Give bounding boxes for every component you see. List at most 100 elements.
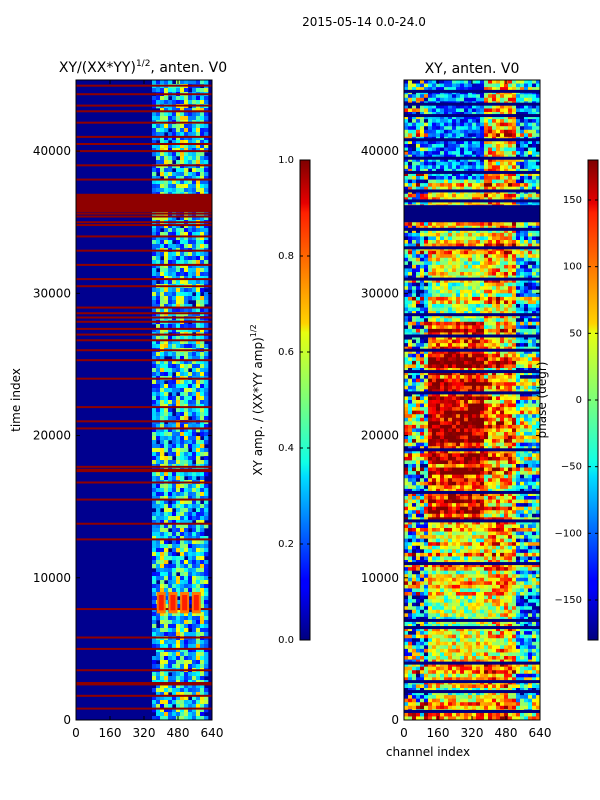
left-heatmap-cell [188, 656, 193, 661]
left-heatmap-cell [200, 344, 205, 349]
right-heatmap-cell [436, 300, 441, 305]
right-heatmap-cell [416, 357, 421, 362]
right-heatmap-cell [484, 225, 489, 230]
left-heatmap-cell [200, 408, 205, 413]
right-heatmap-cell [404, 172, 409, 177]
right-heatmap-cell [504, 172, 509, 177]
left-heatmap-cell [204, 704, 209, 709]
right-heatmap-cell [404, 314, 409, 319]
right-heatmap-cell [520, 286, 525, 291]
left-heatmap-cell [160, 272, 165, 277]
right-heatmap-cell [432, 186, 437, 191]
left-heatmap-cell [152, 116, 157, 121]
right-heatmap-cell [536, 87, 540, 91]
right-heatmap-cell [496, 140, 501, 145]
left-heatmap-cell [172, 432, 177, 437]
left-heatmap-cell [152, 124, 157, 129]
right-heatmap-cell [484, 97, 489, 102]
left-heatmap-cell [160, 444, 165, 449]
left-heatmap-cell [192, 396, 197, 401]
left-heatmap-cell [188, 112, 193, 117]
left-heatmap-cell [200, 388, 205, 393]
right-heatmap-cell [512, 172, 517, 177]
left-heatmap-cell [184, 472, 189, 477]
right-heatmap-cell [424, 243, 429, 248]
right-heatmap-cell [452, 151, 457, 155]
left-heatmap-cell [184, 356, 189, 361]
right-heatmap-cell [500, 236, 505, 241]
left-heatmap-cell [156, 676, 161, 681]
left-heatmap-cell [204, 144, 209, 149]
left-heatmap-cell [172, 144, 177, 149]
right-heatmap-cell [484, 261, 489, 266]
left-heatmap-cell [172, 484, 177, 489]
left-heatmap-cell [164, 648, 169, 653]
right-heatmap-cell [488, 243, 493, 248]
right-heatmap-cell [468, 183, 473, 187]
right-heatmap-cell [492, 225, 497, 230]
right-heatmap-cell [536, 97, 540, 102]
left-heatmap-cell [164, 664, 169, 669]
right-heatmap-cell [448, 314, 453, 319]
left-heatmap-cell [200, 640, 205, 645]
left-heatmap-cell [176, 328, 181, 333]
right-heatmap-cell [420, 161, 425, 166]
right-heatmap-cell [440, 147, 445, 152]
right-heatmap-cell [452, 364, 457, 369]
right-heatmap-cell [460, 168, 465, 173]
left-heatmap-cell [160, 572, 165, 577]
left-heatmap-cell [160, 260, 165, 265]
left-heatmap-cell [160, 160, 165, 165]
right-heatmap-cell [524, 140, 529, 145]
left-heatmap-cell [196, 240, 201, 245]
right-heatmap-cell [536, 360, 540, 365]
left-heatmap-cell [156, 692, 161, 697]
left-heatmap-cell [188, 692, 193, 697]
right-heatmap-cell [412, 279, 417, 283]
right-heatmap-cell [404, 112, 409, 116]
left-heatmap-cell [164, 136, 169, 141]
left-saturated-row [76, 468, 212, 471]
right-heatmap-cell [496, 133, 501, 138]
left-heatmap-cell [156, 336, 161, 341]
left-heatmap-cell [192, 572, 197, 577]
left-heatmap-cell [164, 280, 169, 285]
right-heatmap-cell [476, 104, 481, 109]
right-heatmap-cell [408, 119, 413, 123]
right-heatmap-cell [464, 151, 469, 155]
right-heatmap-cell [476, 168, 481, 173]
right-heatmap-cell [496, 176, 501, 180]
right-heatmap-cell [408, 328, 413, 333]
right-heatmap-cell [504, 332, 509, 337]
right-heatmap-cell [440, 311, 445, 315]
right-heatmap-cell [436, 183, 441, 187]
right-heatmap-cell [444, 268, 449, 273]
right-heatmap-cell [452, 183, 457, 187]
left-heatmap-cell [152, 664, 157, 669]
left-heatmap-cell [168, 416, 173, 421]
right-heatmap-cell [504, 197, 509, 202]
left-heatmap-cell [176, 252, 181, 257]
right-heatmap-cell [404, 282, 409, 287]
left-heatmap-cell [200, 96, 205, 101]
right-heatmap-cell [448, 364, 453, 369]
right-heatmap-cell [496, 353, 501, 358]
right-heatmap-cell [408, 353, 413, 358]
right-heatmap-cell [512, 311, 517, 315]
right-heatmap-cell [416, 129, 421, 134]
left-heatmap-cell [168, 588, 173, 593]
right-heatmap-cell [424, 94, 429, 99]
left-heatmap-cell [180, 340, 185, 345]
right-heatmap-cell [496, 126, 501, 131]
right-heatmap-cell [508, 126, 513, 131]
left-heatmap-cell [164, 128, 169, 133]
right-heatmap-cell [440, 126, 445, 131]
right-heatmap-cell [532, 286, 537, 291]
right-heatmap-cell [520, 183, 525, 187]
right-heatmap-cell [524, 161, 529, 166]
left-saturated-row [76, 339, 212, 342]
right-heatmap-cell [512, 325, 517, 330]
left-heatmap-cell [192, 440, 197, 445]
right-heatmap-cell [468, 147, 473, 152]
left-heatmap-cell [172, 384, 177, 389]
